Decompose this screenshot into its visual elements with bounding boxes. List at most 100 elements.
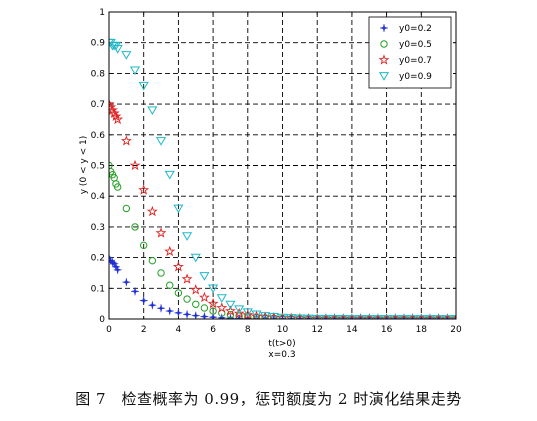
data-point	[157, 269, 165, 277]
data-point	[391, 314, 400, 319]
legend-entry: y0=0.5	[380, 40, 432, 50]
data-point	[417, 314, 426, 319]
data-point	[121, 51, 132, 60]
data-point	[390, 315, 401, 319]
data-point	[260, 312, 271, 319]
x-axis-sublabel: x=0.3	[268, 350, 295, 360]
data-point	[190, 284, 202, 295]
data-point	[199, 272, 210, 281]
data-point	[112, 113, 124, 125]
data-point	[365, 314, 374, 319]
x-tick-label: 8	[245, 325, 251, 335]
data-point	[329, 314, 340, 319]
data-point	[373, 314, 382, 319]
data-point	[190, 253, 201, 263]
data-point	[129, 159, 141, 171]
data-point	[164, 245, 176, 257]
data-point	[130, 287, 140, 296]
y-tick-label: 0.8	[91, 69, 106, 79]
data-point	[347, 314, 356, 319]
data-point	[216, 302, 228, 313]
data-point	[408, 314, 417, 319]
legend-label: y0=0.2	[399, 24, 432, 34]
data-point	[433, 315, 444, 319]
data-point	[225, 300, 236, 310]
x-tick-labels: 0 2 4 6 8 10 12 14 16 18 20	[106, 325, 462, 335]
data-point	[181, 273, 193, 284]
data-point	[356, 314, 365, 319]
data-point	[208, 284, 219, 294]
data-point	[268, 312, 279, 319]
data-point	[338, 315, 349, 319]
data-point	[355, 315, 366, 319]
legend-marker	[379, 23, 389, 33]
legend-label: y0=0.9	[399, 72, 432, 82]
plot-frame	[108, 11, 457, 320]
data-point	[138, 184, 150, 195]
y-tick-labels: 0 0.1 0.2 0.3 0.4 0.5 0.6 0.7 0.8 0.9 1	[91, 8, 106, 325]
data-point	[173, 204, 184, 214]
data-point	[174, 308, 183, 317]
data-point	[270, 314, 278, 319]
x-tick-label: 14	[346, 325, 358, 335]
data-point	[164, 170, 175, 180]
legend-entry: y0=0.7	[378, 54, 432, 66]
data-point	[434, 314, 443, 319]
data-point	[155, 137, 167, 146]
legend-label: y0=0.7	[399, 56, 432, 66]
data-point	[109, 98, 115, 109]
data-point	[382, 314, 391, 319]
y-tick-label: 0	[99, 315, 105, 325]
data-point	[157, 304, 166, 313]
data-point	[191, 311, 200, 319]
x-tick-label: 20	[450, 325, 462, 335]
data-point	[166, 281, 174, 289]
data-point	[233, 307, 245, 319]
data-point	[364, 315, 375, 319]
data-point	[381, 315, 392, 319]
x-axis-label: t(t>0)	[268, 339, 295, 349]
data-point	[198, 291, 210, 303]
data-point	[122, 204, 131, 213]
data-point	[112, 44, 123, 54]
y-tick-label: 0.2	[91, 254, 105, 264]
data-point	[252, 313, 261, 319]
data-point	[286, 314, 297, 319]
legend-marker	[378, 72, 390, 81]
data-point	[424, 315, 436, 319]
x-tick-label: 4	[176, 325, 182, 335]
data-point	[225, 305, 236, 316]
figure-caption: 图 7 检查概率为 0.99，惩罚额度为 2 时演化结果走势	[75, 390, 462, 408]
x-tick-label: 16	[381, 325, 393, 335]
data-point	[398, 315, 410, 319]
data-point	[147, 106, 158, 116]
data-point	[407, 315, 418, 319]
y-tick-label: 0.4	[91, 192, 106, 202]
data-point	[120, 135, 132, 146]
data-point	[235, 314, 244, 319]
data-point	[234, 305, 245, 314]
y-tick-label: 0.1	[91, 284, 105, 294]
data-point	[200, 304, 209, 312]
data-point	[443, 314, 452, 319]
legend: y0=0.2 y0=0.5 y0=0.7 y0=0.9	[368, 16, 452, 89]
data-point	[113, 183, 122, 191]
data-point	[209, 307, 217, 315]
data-point	[372, 315, 383, 319]
data-point	[113, 265, 122, 274]
data-point	[165, 306, 174, 316]
data-point	[172, 261, 184, 272]
x-tick-label: 10	[277, 325, 289, 335]
legend-marker	[380, 40, 388, 48]
data-point	[242, 308, 253, 318]
data-point	[425, 314, 435, 319]
data-point	[346, 315, 357, 319]
data-point	[183, 310, 192, 319]
data-point	[146, 205, 158, 217]
data-point	[278, 314, 287, 319]
data-point	[399, 314, 408, 319]
evolution-chart: 0 2 4 6 8 10 12 14 16 18 20 0 0.1 0.2 0.3 0.4 0.5 0.6 0.7…	[79, 8, 462, 360]
x-tick-label: 18	[416, 325, 428, 335]
data-point	[122, 278, 131, 287]
data-point	[138, 81, 149, 91]
